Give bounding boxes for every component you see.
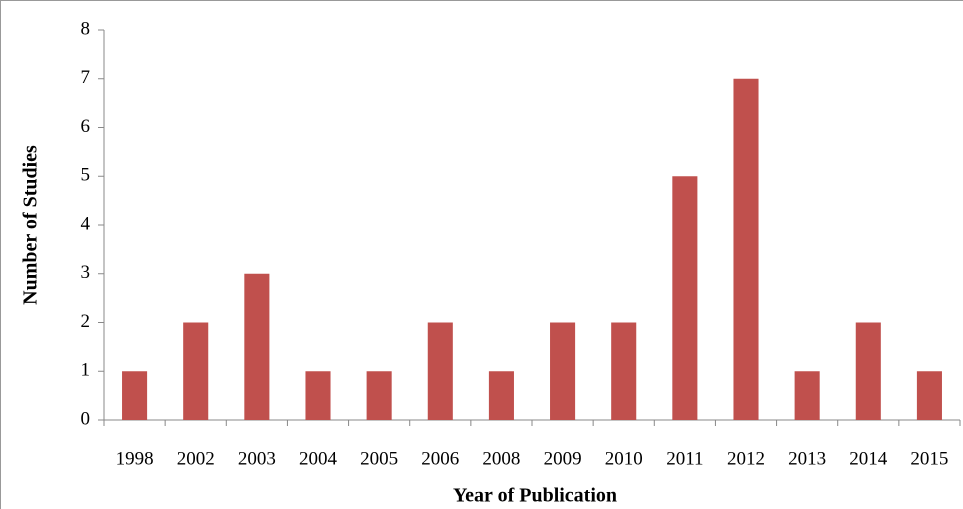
y-tick-label: 1 — [81, 360, 91, 381]
y-tick-label: 8 — [81, 18, 91, 39]
x-tick-label: 2011 — [666, 448, 703, 469]
bar — [794, 371, 820, 420]
bar — [122, 371, 148, 420]
bar — [672, 176, 698, 420]
x-tick-label: 2003 — [238, 448, 276, 469]
x-tick-label: 2013 — [788, 448, 826, 469]
bar — [733, 78, 759, 420]
bar — [244, 273, 270, 420]
y-tick-label: 7 — [81, 67, 91, 88]
bar — [611, 322, 637, 420]
y-tick-label: 3 — [81, 262, 91, 283]
x-tick-label: 2008 — [482, 448, 520, 469]
y-tick-label: 5 — [81, 165, 91, 186]
x-tick-label: 1998 — [116, 448, 154, 469]
x-tick-label: 2004 — [299, 448, 338, 469]
y-tick-label: 4 — [81, 213, 91, 234]
bar — [366, 371, 392, 420]
bar — [488, 371, 514, 420]
x-tick-label: 2009 — [544, 448, 582, 469]
bar — [550, 322, 576, 420]
x-tick-label: 2012 — [727, 448, 765, 469]
y-axis-title: Number of Studies — [20, 145, 42, 305]
x-tick-label: 2010 — [605, 448, 643, 469]
bar — [183, 322, 209, 420]
y-tick-label: 6 — [81, 116, 91, 137]
x-tick-label: 2015 — [910, 448, 948, 469]
x-tick-label: 2005 — [360, 448, 398, 469]
bar — [855, 322, 881, 420]
y-tick-label: 2 — [81, 311, 91, 332]
x-axis-title: Year of Publication — [453, 485, 617, 507]
bar — [916, 371, 942, 420]
x-tick-label: 2014 — [849, 448, 888, 469]
bar — [305, 371, 331, 420]
bar — [427, 322, 453, 420]
y-tick-label: 0 — [81, 408, 91, 429]
x-tick-label: 2002 — [177, 448, 215, 469]
x-tick-label: 2006 — [421, 448, 459, 469]
